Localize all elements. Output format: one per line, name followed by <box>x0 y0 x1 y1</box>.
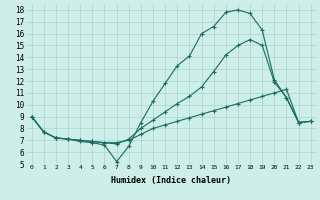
X-axis label: Humidex (Indice chaleur): Humidex (Indice chaleur) <box>111 176 231 185</box>
